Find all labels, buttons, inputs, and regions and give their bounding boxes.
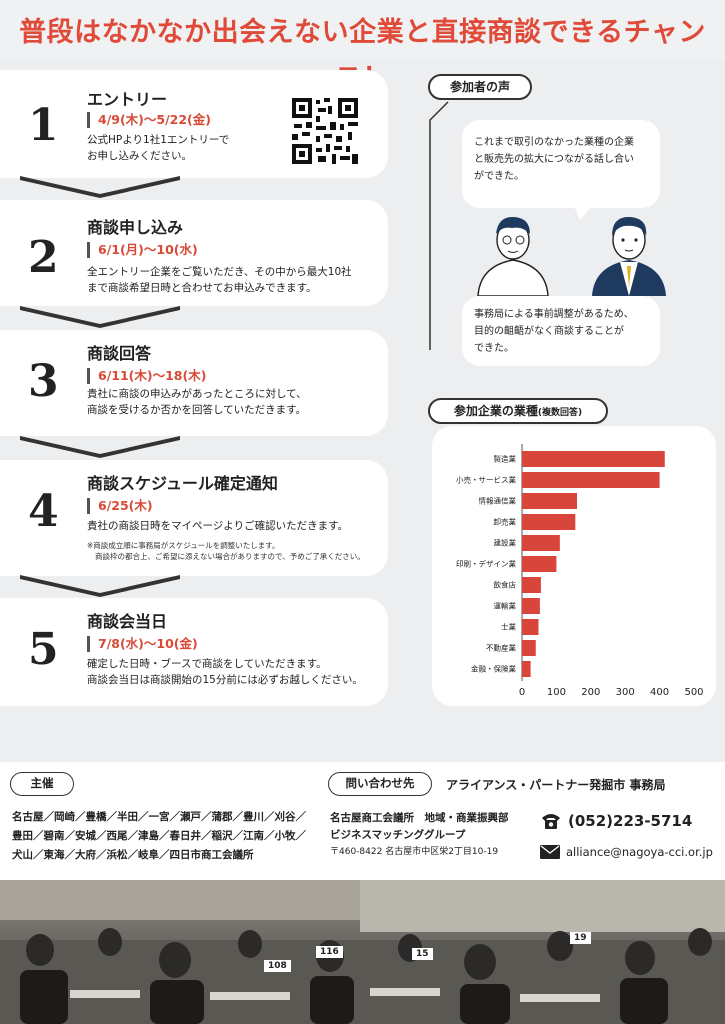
step-title: 商談スケジュール確定通知 <box>87 474 278 493</box>
bar-5 <box>522 556 557 572</box>
bar-3 <box>522 514 576 530</box>
step-arrow <box>20 306 180 328</box>
step-arrow <box>20 176 180 198</box>
x-tick-label: 500 <box>684 687 703 698</box>
step-title: 商談申し込み <box>87 218 184 237</box>
step-number: 1 <box>28 100 59 151</box>
x-tick-label: 400 <box>650 687 669 698</box>
step-description: 確定した日時・ブースで商談をしていただきます。 商談会当日は商談開始の15分前に… <box>87 658 363 686</box>
step-card-4: 4 商談スケジュール確定通知 6/25(木) 貴社の商談日時をマイページよりご確… <box>0 460 388 576</box>
category-label: 印刷・デザイン業 <box>456 559 516 569</box>
x-tick-label: 0 <box>519 687 525 698</box>
step-title: エントリー <box>87 90 168 109</box>
bar-7 <box>522 598 540 614</box>
step-description: 全エントリー企業をご覧いただき、その中から最大10社 まで商談希望日時と合わせて… <box>87 266 352 294</box>
phone-row[interactable]: (052)223-5714 <box>540 810 692 832</box>
bar-8 <box>522 619 539 635</box>
step-number: 2 <box>28 232 59 283</box>
step-card-5: 5 商談会当日 7/8(水)～10(金) 確定した日時・ブースで商談をしていただ… <box>0 598 388 706</box>
x-tick-label: 200 <box>581 687 600 698</box>
voices-bracket <box>429 101 449 350</box>
phone-number: (052)223-5714 <box>568 812 693 830</box>
table-number-card: 116 <box>316 946 343 958</box>
industry-heading: 参加企業の業種(複数回答) <box>428 398 608 424</box>
step-arrow <box>20 575 180 597</box>
category-label: 情報通信業 <box>479 496 517 506</box>
person-suit-avatar <box>584 208 674 296</box>
step-note: ※商談成立順に事務局がスケジュールを調整いたします。 商談枠の都合上、ご希望に添… <box>87 541 365 561</box>
qr-code-icon[interactable] <box>290 96 360 166</box>
bar-6 <box>522 577 541 593</box>
voice-bubble-1: これまで取引のなかった業種の企業 と販売先の拡大につながる話し合い ができた。 <box>462 120 660 208</box>
contact-label: 問い合わせ先 <box>328 772 432 796</box>
mail-icon <box>540 845 560 859</box>
host-list: 名古屋／岡崎／豊橋／半田／一宮／瀬戸／蒲郡／豊川／刈谷／ 豊田／碧南／安城／西尾… <box>12 811 306 861</box>
host-label: 主催 <box>10 772 74 796</box>
bar-2 <box>522 493 578 509</box>
bar-1 <box>522 472 660 488</box>
step-date: 6/11(木)～18(木) <box>87 368 206 384</box>
bar-9 <box>522 640 536 656</box>
step-description: 公式HPより1社1エントリーで お申し込みください。 <box>87 134 230 162</box>
step-card-3: 3 商談回答 6/11(木)～18(木) 貴社に商談の申込みがあったところに対し… <box>0 330 388 436</box>
step-card-2: 2 商談申し込み 6/1(月)～10(水) 全エントリー企業をご覧いただき、その… <box>0 200 388 306</box>
step-description: 貴社に商談の申込みがあったところに対して、 商談を受けるか否かを回答していただき… <box>87 388 307 416</box>
step-description: 貴社の商談日時をマイページよりご確認いただきます。 <box>87 520 349 532</box>
category-label: 運輸業 <box>494 601 517 611</box>
step-number: 4 <box>28 486 59 537</box>
table-number-card: 15 <box>412 948 433 960</box>
category-label: 飲食店 <box>494 580 517 590</box>
bar-10 <box>522 661 531 677</box>
office-name: アライアンス・パートナー発掘市 事務局 <box>446 778 666 792</box>
industry-chart-card: 製造業小売・サービス業情報通信業卸売業建設業印刷・デザイン業飲食店運輸業士業不動… <box>432 426 716 706</box>
step-card-1: 1 エントリー 4/9(木)～5/22(金) 公式HPより1社1エントリーで お… <box>0 70 388 178</box>
email-address: alliance@nagoya-cci.or.jp <box>566 845 713 859</box>
footer-section: 主催 名古屋／岡崎／豊橋／半田／一宮／瀬戸／蒲郡／豊川／刈谷／ 豊田／碧南／安城… <box>0 762 725 880</box>
step-arrow <box>20 436 180 458</box>
event-photo: 108 116 15 19 <box>0 880 725 1024</box>
step-number: 5 <box>28 624 59 675</box>
category-label: 建設業 <box>494 538 517 548</box>
bar-4 <box>522 535 560 551</box>
voices-heading: 参加者の声 <box>428 74 532 100</box>
step-date: 6/25(木) <box>87 498 153 514</box>
x-tick-label: 100 <box>547 687 566 698</box>
table-number-card: 19 <box>570 932 591 944</box>
bar-0 <box>522 451 665 467</box>
contact-org: 名古屋商工会議所 地域・商業振興部 ビジネスマッチンググループ 〒460-842… <box>330 812 509 857</box>
category-label: 製造業 <box>494 454 517 464</box>
email-row[interactable]: alliance@nagoya-cci.or.jp <box>540 842 713 862</box>
phone-icon <box>542 814 560 829</box>
step-date: 4/9(木)～5/22(金) <box>87 112 211 128</box>
person-casual-avatar <box>468 208 558 297</box>
x-tick-label: 300 <box>616 687 635 698</box>
bubble-tail <box>574 206 592 220</box>
page-headline: 普段はなかなか出会えない企業と直接商談できるチャンス！ <box>19 17 706 94</box>
step-number: 3 <box>28 356 59 407</box>
category-label: 不動産業 <box>486 643 516 653</box>
voice-bubble-2: 事務局による事前調整があるため、 目的の齟齬がなく商談することが できた。 <box>462 296 660 366</box>
step-title: 商談回答 <box>87 344 152 363</box>
headline-band <box>0 0 725 60</box>
industry-bar-chart: 製造業小売・サービス業情報通信業卸売業建設業印刷・デザイン業飲食店運輸業士業不動… <box>456 444 704 698</box>
category-label: 小売・サービス業 <box>456 475 516 485</box>
step-date: 6/1(月)～10(水) <box>87 242 198 258</box>
category-label: 士業 <box>501 622 516 632</box>
category-label: 金融・保険業 <box>471 664 516 674</box>
table-number-card: 108 <box>264 960 291 972</box>
step-date: 7/8(水)～10(金) <box>87 636 198 652</box>
category-label: 卸売業 <box>494 517 517 527</box>
step-title: 商談会当日 <box>87 612 168 631</box>
